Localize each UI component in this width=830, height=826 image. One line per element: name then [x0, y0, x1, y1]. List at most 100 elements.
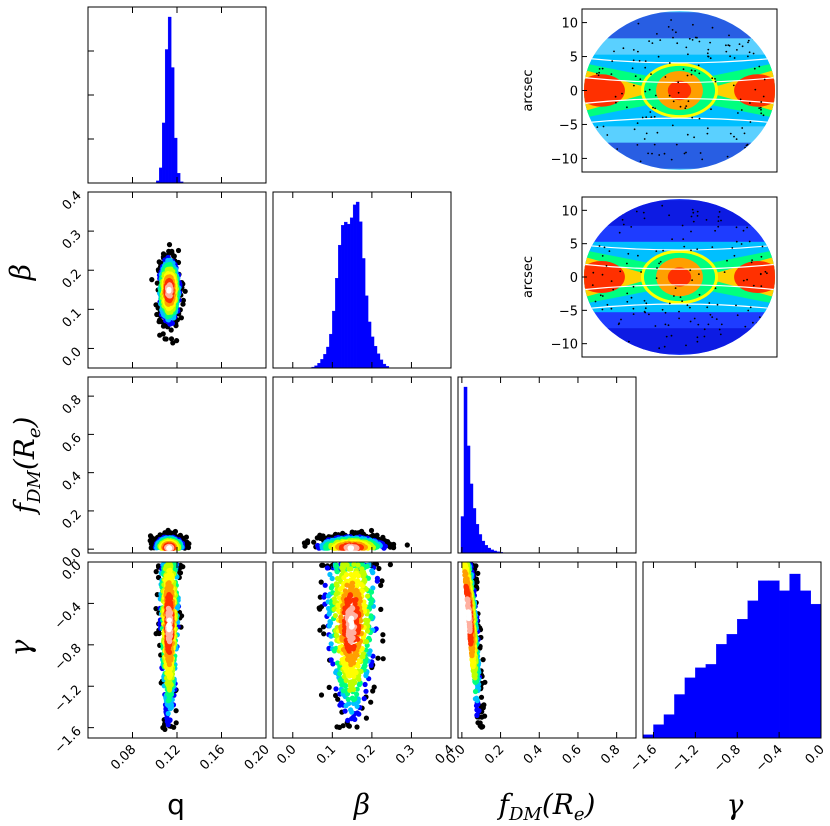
scatter-point [318, 579, 324, 585]
map-dot [676, 42, 679, 45]
map-dot [679, 105, 682, 108]
scatter-point [334, 583, 340, 589]
map-dot [632, 59, 635, 62]
scatter-point [364, 628, 371, 634]
scatter-point [180, 301, 186, 307]
y-tick-label: −0.4 [52, 600, 85, 633]
map-dot [640, 271, 642, 273]
map-dot [675, 143, 678, 146]
map-dot [692, 211, 695, 214]
scatter-point [345, 717, 351, 724]
map-dot [747, 309, 750, 312]
map-dot [684, 107, 687, 110]
axis-labels: q β fDM(Re) γ β fDM(Re) γ [4, 264, 744, 825]
map-dot [760, 255, 763, 258]
map-dot [648, 40, 650, 42]
scatter-beta-gamma [316, 562, 393, 731]
map-dot [626, 162, 629, 165]
hist-bar [705, 664, 717, 739]
scatter-point [464, 597, 470, 603]
scatter-point [370, 653, 376, 659]
map-dot [720, 219, 722, 222]
map-dot [705, 219, 708, 221]
map-dot [637, 254, 639, 257]
hist-bar [344, 221, 348, 369]
scatter-point [153, 569, 159, 575]
map-dot [601, 295, 604, 297]
scatter-point [346, 566, 352, 572]
scatter-point [354, 724, 360, 730]
scatter-point [167, 679, 173, 685]
map-dot [691, 39, 694, 41]
scatter-point [175, 247, 182, 254]
map-dot [650, 73, 652, 75]
scatter-point [173, 720, 179, 726]
xlabel-beta: β [353, 788, 370, 821]
scatter-q-gamma [153, 562, 186, 733]
map-dot [601, 255, 604, 257]
map-dot [645, 302, 648, 305]
scatter-point [346, 594, 352, 600]
xlabel-q: q [167, 788, 185, 821]
map-dot [639, 160, 642, 163]
map-y-tick-label: 0 [570, 271, 578, 286]
map-dot [690, 249, 692, 252]
ylabel-fdm: fDM(Re) [8, 417, 45, 516]
map-dot [752, 284, 755, 287]
scatter-fdm-gamma [461, 562, 488, 730]
map-dot [707, 48, 710, 51]
map-dot [697, 64, 700, 67]
scatter-point [374, 578, 380, 584]
map-dot [601, 67, 604, 70]
hist-bar [663, 714, 675, 739]
hist-beta [311, 201, 390, 369]
map-dot [764, 270, 767, 273]
map-dot [620, 318, 622, 321]
map-dot [706, 306, 709, 309]
map-dot [601, 273, 604, 276]
map-dot [726, 155, 729, 158]
map-dot [671, 29, 674, 31]
map-dot [752, 37, 754, 40]
map-dot [698, 40, 701, 43]
map-dot [658, 347, 661, 350]
map-dot [761, 138, 764, 141]
scatter-point [329, 575, 335, 582]
hist-bar [364, 295, 369, 369]
map-dot [711, 77, 714, 80]
map-y-tick-label: −5 [559, 118, 578, 133]
map-dot [687, 53, 689, 56]
scatter-point [375, 655, 381, 661]
map-dot [649, 111, 652, 113]
map-dot [595, 330, 598, 333]
map-dot [682, 238, 685, 241]
map-dot [687, 100, 690, 103]
map-dot [691, 279, 693, 282]
scatter-point [171, 253, 177, 259]
map-dot [706, 52, 709, 55]
map-dot [766, 23, 768, 26]
y-tick-label: −0.8 [52, 641, 85, 674]
map-contour [584, 284, 775, 291]
scatter-point [356, 601, 362, 607]
map-dot [718, 211, 721, 213]
map-dot [735, 226, 738, 229]
map-dot [689, 306, 691, 309]
map-lobe-left [584, 261, 625, 293]
map-dot [671, 238, 673, 241]
scatter-point [322, 582, 328, 588]
y-tick-label: −1.6 [52, 724, 85, 757]
scatter-point [168, 327, 174, 333]
map-dot [598, 68, 601, 70]
map-y-tick-label: 5 [570, 238, 578, 253]
x-tick-label: 0.0 [274, 742, 299, 767]
map-dot [675, 31, 677, 34]
scatter-point [166, 242, 173, 248]
map-dot [766, 331, 768, 334]
map-contour [584, 117, 775, 124]
map-dot [720, 323, 723, 326]
map-dot [635, 210, 638, 213]
scatter-point [318, 692, 325, 698]
map-dot [663, 152, 666, 155]
map-dot [614, 95, 617, 98]
